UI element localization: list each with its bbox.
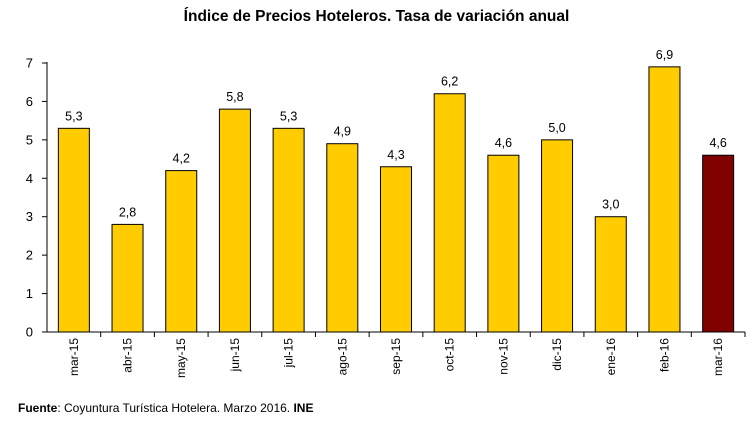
bar [326,143,359,333]
source-org: INE [293,401,314,415]
x-tick-label: oct-15 [443,338,457,372]
chart-title: Índice de Precios Hoteleros. Tasa de var… [183,8,570,25]
x-tick-label: sep-15 [389,338,403,375]
bar [487,154,520,333]
data-labels: 5,3 2,8 4,2 5,8 5,3 4,9 4,3 6,2 4,6 5,0 3,0 6,9 4,6 [65,48,727,220]
y-tick-label: 2 [26,248,33,263]
bar [218,108,251,333]
data-label: 4,6 [495,136,512,150]
x-tick-label: feb-16 [657,338,671,372]
x-tick-label: dic-15 [550,338,564,371]
data-label: 4,3 [387,148,404,162]
data-label: 4,9 [334,125,351,139]
bar [648,66,681,333]
bar [433,93,466,333]
bar [165,170,198,333]
data-label: 6,9 [656,48,673,62]
data-label: 6,2 [441,75,458,89]
y-tick-label: 4 [26,171,33,186]
y-tick-label: 5 [26,132,33,147]
source-text: : Coyuntura Turística Hotelera. Marzo 20… [57,401,294,415]
data-label: 2,8 [119,205,136,219]
data-label: 4,6 [709,136,726,150]
x-tick-label: jul-15 [282,338,296,369]
y-tick-label: 6 [26,94,33,109]
x-tick-label: abr-15 [121,338,135,373]
x-tick-label: may-15 [174,338,188,378]
bar [702,154,735,333]
data-label: 5,3 [280,109,297,123]
x-axis: mar-15 abr-15 may-15 jun-15 jul-15 ago-15 sep-… [47,331,746,378]
x-tick-label: jun-15 [228,338,242,373]
x-tick-label: mar-16 [711,338,725,376]
bars [57,66,735,333]
bar [272,127,305,333]
y-tick-label: 3 [26,209,33,224]
bar [380,166,412,333]
x-tick-label: nov-15 [496,338,510,375]
y-tick-label: 7 [26,56,33,71]
y-tick-label: 1 [26,286,33,301]
data-label: 5,0 [548,121,565,135]
y-axis: 0 1 2 3 4 5 6 7 [26,56,48,340]
bar [541,139,574,333]
bar [594,216,627,333]
source-prefix: Fuente [18,401,58,415]
x-tick-label: mar-15 [67,338,81,376]
x-tick-label: ene-16 [604,338,618,376]
source-note: Fuente: Coyuntura Turística Hotelera. Ma… [18,401,313,415]
data-label: 5,3 [65,109,82,123]
bar [111,223,144,333]
data-label: 3,0 [602,198,619,212]
data-label: 5,8 [226,90,243,104]
y-tick-label: 0 [26,325,33,340]
x-tick-label: ago-15 [335,338,349,376]
data-label: 4,2 [173,152,190,166]
bar [57,127,90,333]
